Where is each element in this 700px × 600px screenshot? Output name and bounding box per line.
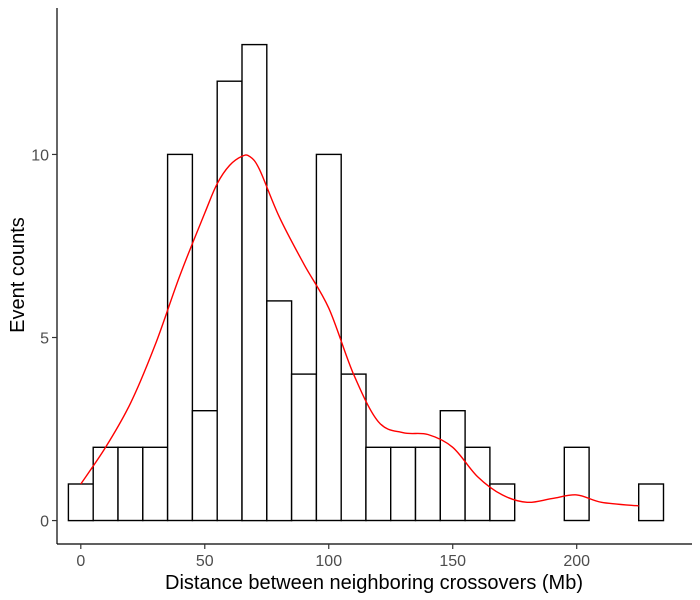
histogram-bar	[290, 373, 318, 522]
y-tick-label: 10	[31, 147, 49, 164]
x-tick-label: 0	[76, 553, 85, 570]
x-tick-label: 200	[563, 553, 590, 570]
histogram-bar	[365, 446, 392, 522]
histogram-bar	[142, 446, 169, 522]
x-tick-label: 100	[315, 553, 342, 570]
histogram-bar	[439, 410, 466, 522]
x-axis-title: Distance between neighboring crossovers …	[165, 572, 583, 594]
histogram-bar	[315, 153, 342, 522]
y-tick-label: 0	[40, 514, 49, 531]
histogram-bars	[67, 43, 665, 522]
y-tick-label: 5	[40, 331, 49, 348]
histogram-bar	[340, 373, 367, 522]
histogram-bar	[266, 300, 293, 522]
histogram-bar	[414, 446, 441, 522]
x-axis-ticks: 0 50 100 150 200	[76, 544, 590, 570]
y-axis-ticks: 0 5 10	[31, 147, 57, 531]
histogram-bar	[67, 483, 94, 522]
x-tick-label: 150	[439, 553, 466, 570]
x-tick-label: 50	[196, 553, 214, 570]
histogram-bar	[166, 153, 194, 522]
histogram-bar	[241, 43, 268, 522]
histogram-bar	[117, 446, 144, 522]
histogram-bar	[216, 80, 243, 522]
histogram-bar	[191, 410, 218, 522]
histogram-bar	[638, 483, 665, 522]
y-axis-title: Event counts	[7, 217, 29, 333]
histogram-bar	[92, 446, 119, 522]
histogram-bar	[390, 446, 417, 522]
histogram-bar	[563, 446, 590, 522]
density-curve	[80, 154, 639, 507]
